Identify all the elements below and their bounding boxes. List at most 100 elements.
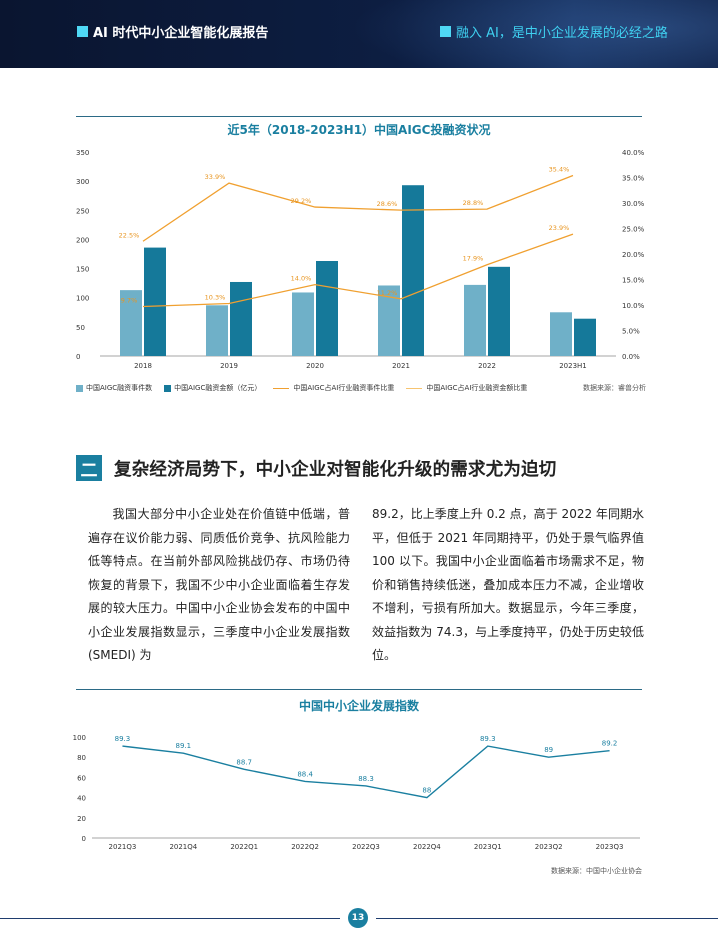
bar: [488, 266, 510, 356]
x-tick-label: 2018: [134, 362, 152, 370]
legend-swatch: [164, 384, 172, 392]
legend-item: 中国AIGC融资事件数: [76, 383, 152, 393]
footer-line: [376, 918, 718, 919]
data-label: 89: [544, 746, 553, 754]
series-line: [142, 174, 574, 242]
bar: [378, 285, 400, 356]
page-header: AI 时代中小企业智能化展报告 融入 AI，是中小企业发展的必经之路: [0, 0, 718, 68]
body-column-right: 89.2，比上季度上升 0.2 点，高于 2022 年同期水平，但低于 2021…: [372, 503, 644, 668]
data-label: 28.6%: [377, 200, 398, 208]
y-tick-label: 100: [76, 295, 89, 303]
bar: [550, 312, 572, 356]
y-tick-label: 300: [76, 178, 89, 186]
x-tick-label: 2021Q3: [109, 843, 137, 851]
chart1-title: 近5年（2018-2023H1）中国AIGC投融资状况: [227, 123, 491, 137]
y2-tick-label: 5.0%: [622, 328, 640, 336]
aigc-financing-chart: 0 50 100 150 200 250 300 350 0.0% 5.0% 10.0% 15.0% 2…: [76, 149, 645, 370]
y-tick-label: 60: [77, 774, 86, 782]
x-tick-label: 2021: [392, 362, 410, 370]
chapter-title: 融入 AI，是中小企业发展的必经之路: [456, 26, 668, 41]
bar: [230, 281, 252, 356]
y-tick-label: 350: [76, 149, 89, 157]
x-tick-label: 2023H1: [559, 362, 587, 370]
y2-tick-label: 20.0%: [622, 251, 645, 259]
legend-swatch: [76, 384, 83, 392]
section-number: 二: [76, 455, 102, 481]
y-tick-label: 40: [77, 795, 86, 803]
section-heading: 二 复杂经济局势下，中小企业对智能化升级的需求尤为迫切: [76, 455, 557, 481]
y-tick-label: 0: [76, 353, 80, 361]
legend-swatch: [406, 387, 423, 389]
y2-tick-label: 15.0%: [622, 277, 645, 285]
body-text: 89.2，比上季度上升 0.2 点，高于 2022 年同期水平，但低于 2021…: [372, 507, 644, 662]
y-tick-label: 20: [77, 815, 86, 823]
y2-tick-label: 30.0%: [622, 200, 645, 208]
header-decoration: [300, 0, 718, 68]
footer-line: [0, 918, 340, 919]
bar: [144, 247, 166, 356]
data-label: 88: [422, 787, 431, 795]
y2-tick-label: 35.0%: [622, 175, 645, 183]
series-line: [122, 745, 610, 799]
bar: [206, 305, 228, 356]
data-label: 14.0%: [291, 275, 312, 283]
data-label: 11.2%: [377, 289, 398, 297]
y2-tick-label: 10.0%: [622, 302, 645, 310]
y-tick-label: 100: [73, 734, 86, 742]
page-number: 13: [348, 908, 368, 928]
data-label: 89.2: [602, 740, 618, 748]
chart2-title: 中国中小企业发展指数: [298, 699, 419, 713]
page-footer: 13: [0, 904, 718, 944]
data-label: 89.3: [480, 735, 496, 743]
body-text: 我国大部分中小企业处在价值链中低端，普遍存在议价能力弱、同质低价竞争、抗风险能力…: [88, 507, 350, 662]
chart2-source: 数据来源：中国中小企业协会: [551, 867, 642, 875]
chart1-source: 数据来源：睿兽分析: [583, 384, 646, 392]
x-tick-label: 2022Q3: [352, 843, 380, 851]
data-label: 88.7: [236, 758, 252, 766]
x-tick-label: 2022Q1: [230, 843, 258, 851]
y2-tick-label: 25.0%: [622, 226, 645, 234]
y2-tick-label: 40.0%: [622, 149, 645, 157]
data-label: 23.9%: [549, 224, 570, 232]
legend-item: 中国AIGC占AI行业融资金额比重: [406, 383, 527, 393]
x-tick-label: 2020: [306, 362, 324, 370]
bar: [464, 284, 486, 356]
data-label: 28.8%: [463, 199, 484, 207]
header-right: 融入 AI，是中小企业发展的必经之路: [440, 22, 668, 41]
x-tick-label: 2019: [220, 362, 238, 370]
bar: [292, 292, 314, 356]
data-label: 35.4%: [549, 165, 570, 173]
y-tick-label: 50: [76, 324, 85, 332]
square-icon: [440, 26, 451, 37]
report-title: AI 时代中小企业智能化展报告: [93, 26, 269, 41]
data-label: 88.4: [297, 770, 313, 778]
bar: [120, 290, 142, 356]
x-tick-label: 2022Q4: [413, 843, 441, 851]
y-tick-label: 80: [77, 754, 86, 762]
square-icon: [77, 26, 88, 37]
data-label: 89.3: [115, 735, 131, 743]
bar: [574, 318, 596, 356]
data-label: 89.1: [176, 742, 192, 750]
data-label: 88.3: [358, 775, 374, 783]
x-tick-label: 2023Q1: [474, 843, 502, 851]
data-label: 33.9%: [205, 173, 226, 181]
y-tick-label: 0: [82, 835, 86, 843]
x-tick-label: 2023Q3: [596, 843, 624, 851]
data-label: 29.2%: [291, 197, 312, 205]
x-tick-label: 2022: [478, 362, 496, 370]
divider: [76, 689, 642, 690]
divider: [76, 116, 642, 117]
bar: [402, 185, 424, 356]
header-left: AI 时代中小企业智能化展报告: [77, 22, 268, 41]
x-tick-label: 2023Q2: [535, 843, 563, 851]
y-tick-label: 250: [76, 207, 89, 215]
legend-swatch: [273, 387, 290, 389]
section-title: 复杂经济局势下，中小企业对智能化升级的需求尤为迫切: [114, 459, 557, 480]
bar: [316, 260, 338, 356]
body-column-left: 我国大部分中小企业处在价值链中低端，普遍存在议价能力弱、同质低价竞争、抗风险能力…: [88, 503, 350, 668]
data-label: 22.5%: [119, 231, 140, 239]
series-line: [142, 233, 574, 308]
y-tick-label: 150: [76, 266, 89, 274]
